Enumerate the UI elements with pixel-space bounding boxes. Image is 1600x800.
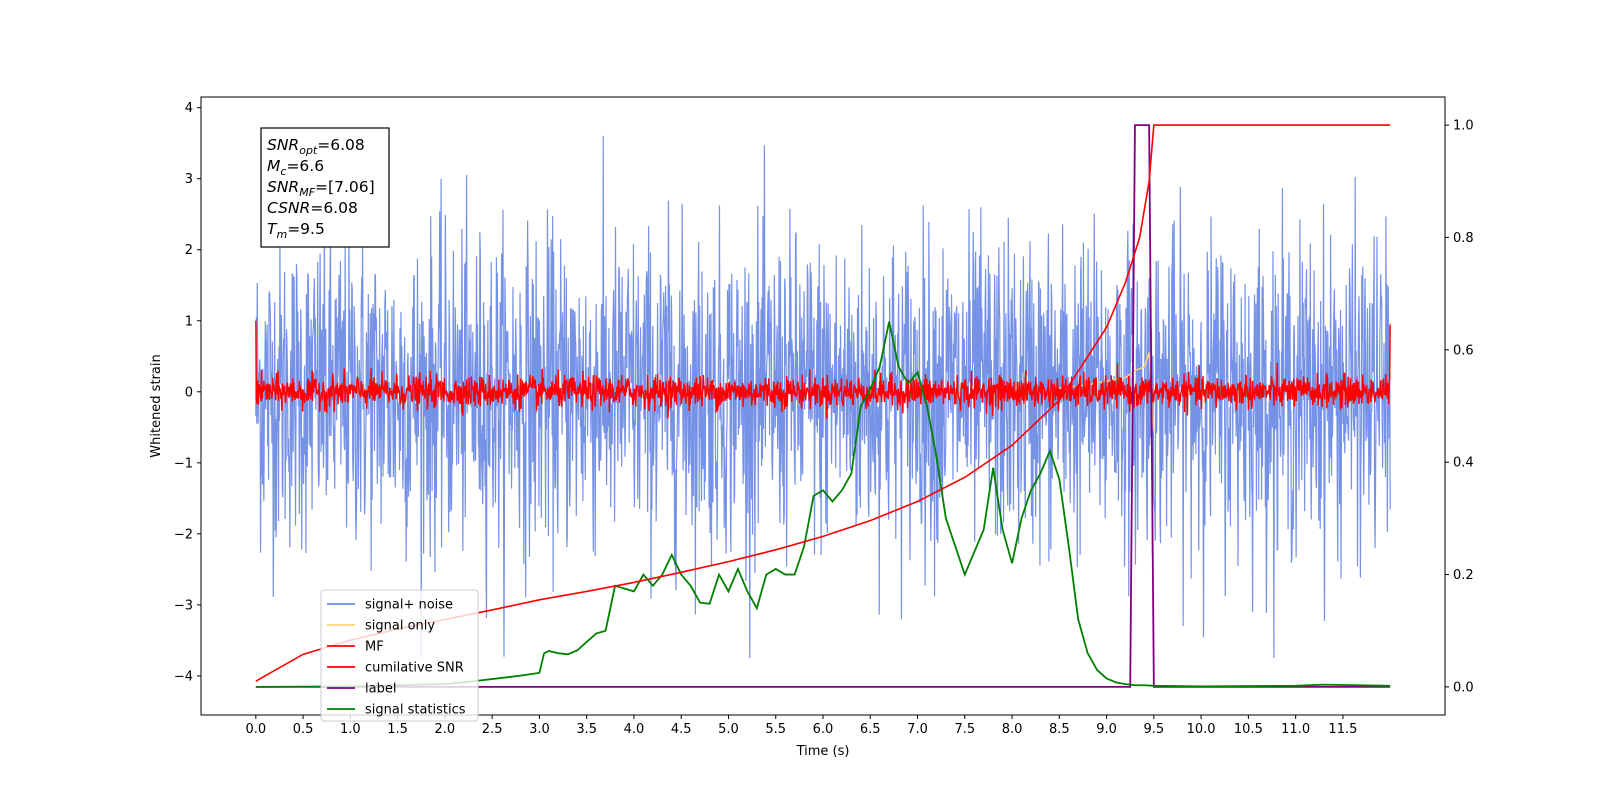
- y-tick-label: −3: [174, 598, 193, 613]
- y-tick-label: −4: [174, 669, 193, 684]
- x-tick-label: 8.5: [1049, 722, 1070, 737]
- x-tick-label: 11.5: [1328, 722, 1357, 737]
- y-tick-label: −2: [174, 527, 193, 542]
- y-tick-label: −1: [174, 456, 193, 471]
- legend-frame: [320, 589, 479, 722]
- x-tick-label: 1.0: [340, 722, 361, 737]
- y-tick-label: 0: [185, 385, 193, 400]
- x-tick-label: 4.0: [624, 722, 645, 737]
- annotation-line: Mc=6.6: [267, 157, 324, 178]
- x-tick-label: 1.5: [387, 722, 408, 737]
- y-tick-label: 4: [185, 101, 193, 116]
- annotation-line: Tm=9.5: [267, 220, 325, 241]
- x-tick-label: 5.0: [718, 722, 739, 737]
- series-mf-line: [255, 320, 1391, 419]
- x-tick-label: 10.5: [1234, 722, 1263, 737]
- x-tick-label: 9.0: [1096, 722, 1117, 737]
- legend: signal+ noise signal only MF cumilative SNR…: [320, 589, 479, 722]
- y2-axis-ticks: 1.0 0.8 0.6 0.4 0.2 0.0: [1445, 119, 1474, 695]
- x-tick-label: 7.0: [907, 722, 928, 737]
- y-tick-label: 3: [185, 172, 193, 187]
- y2-tick-label: 0.0: [1453, 680, 1474, 695]
- series-signal-noise-line: [255, 135, 1391, 659]
- x-tick-label: 3.0: [529, 722, 550, 737]
- legend-label: MF: [365, 640, 384, 655]
- x-tick-label: 3.5: [576, 722, 597, 737]
- legend-label: cumilative SNR: [365, 661, 464, 676]
- legend-label: label: [365, 682, 396, 697]
- x-tick-label: 10.0: [1187, 722, 1216, 737]
- y2-tick-label: 0.4: [1453, 456, 1474, 471]
- x-tick-label: 9.5: [1144, 722, 1165, 737]
- y2-tick-label: 1.0: [1453, 119, 1474, 134]
- x-tick-label: 5.5: [765, 722, 786, 737]
- y-axis-ticks: 4 3 2 1 0 −1 −2 −3 −4: [174, 101, 201, 684]
- x-tick-label: 7.5: [954, 722, 975, 737]
- x-tick-label: 2.5: [482, 722, 503, 737]
- series-signal-statistics-line: [255, 321, 1391, 688]
- annotation-line: SNRopt=6.08: [267, 136, 365, 157]
- y-axis-label: Whitened strain: [149, 354, 164, 457]
- x-tick-label: 6.0: [813, 722, 834, 737]
- y2-tick-label: 0.2: [1453, 568, 1474, 583]
- x-tick-label: 8.0: [1002, 722, 1023, 737]
- x-axis-label: Time (s): [796, 744, 850, 759]
- annotation-frame: [260, 127, 390, 248]
- y-tick-label: 1: [185, 314, 193, 329]
- legend-label: signal+ noise: [365, 598, 453, 613]
- x-tick-label: 6.5: [860, 722, 881, 737]
- x-axis-ticks: 0.0 0.5 1.0 1.5 2.0 2.5 3.0 3.5 4.0 4.5 5.0 5.5 6.0 6…: [245, 715, 1357, 737]
- legend-label: signal only: [365, 619, 435, 634]
- annotation-line: CSNR=6.08: [267, 199, 358, 217]
- x-tick-label: 2.0: [435, 722, 456, 737]
- series-signal-only-line: [1059, 352, 1155, 431]
- x-tick-label: 0.0: [245, 722, 266, 737]
- x-tick-label: 4.5: [671, 722, 692, 737]
- y-tick-label: 2: [185, 243, 193, 258]
- y2-tick-label: 0.6: [1453, 343, 1474, 358]
- x-tick-label: 0.5: [293, 722, 314, 737]
- annotation-line: SNRMF=[7.06]: [267, 178, 375, 199]
- legend-label: signal statistics: [365, 703, 466, 718]
- y2-tick-label: 0.8: [1453, 231, 1474, 246]
- x-tick-label: 11.0: [1281, 722, 1310, 737]
